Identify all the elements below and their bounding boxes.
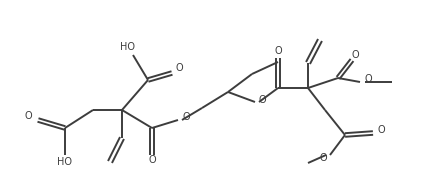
Text: O: O — [350, 50, 358, 60]
Text: O: O — [377, 125, 385, 135]
Text: O: O — [258, 95, 266, 105]
Text: O: O — [183, 112, 190, 122]
Text: O: O — [148, 155, 155, 165]
Text: O: O — [24, 111, 32, 121]
Text: O: O — [364, 74, 372, 84]
Text: O: O — [273, 46, 281, 56]
Text: HO: HO — [120, 42, 135, 52]
Text: O: O — [176, 63, 183, 73]
Text: HO: HO — [57, 157, 72, 167]
Text: O: O — [319, 153, 326, 163]
